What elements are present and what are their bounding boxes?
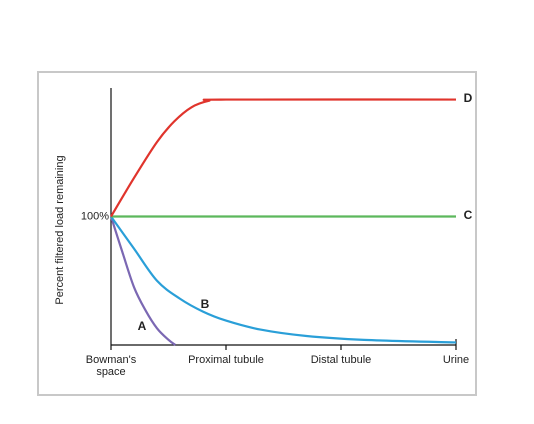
x-tick-label: Distal tubule [310,354,372,366]
series-line [110,98,457,218]
x-tick-label: Bowman's space [85,354,137,378]
y-tick-label: 100% [81,210,109,222]
series-label: B [201,297,210,311]
series-line [110,215,457,344]
series-line [109,216,177,346]
x-tick-label: Urine [442,354,470,366]
y-axis-label: Percent filtered load remaining [54,155,66,304]
x-tick-label: Proximal tubule [188,354,264,366]
series-label: D [464,91,473,105]
series-label: C [464,208,473,222]
series-label: A [138,319,147,333]
frame [37,71,477,396]
